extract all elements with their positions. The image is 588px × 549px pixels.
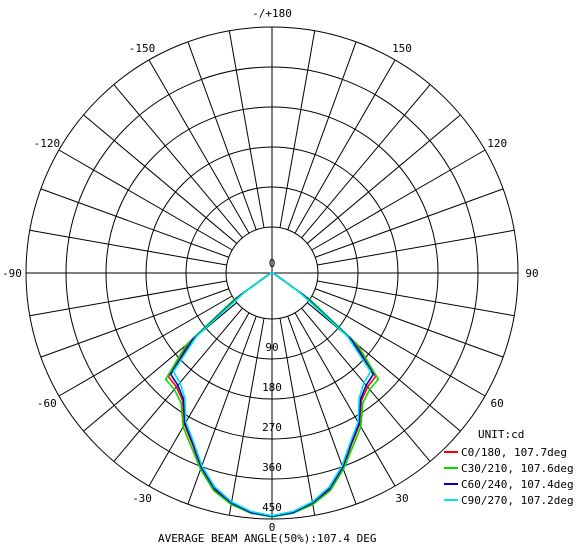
grid-spoke (187, 316, 257, 505)
radial-tick-label: 450 (262, 501, 282, 514)
angle-labels: -/+180 150 -150 120 -120 90 -90 60 -60 30 -30 0 (2, 7, 539, 534)
legend-label-c0: C0/180, 107.7deg (461, 446, 567, 459)
angle-label: -60 (37, 397, 57, 410)
grid-spoke (311, 295, 486, 397)
grid-spoke (40, 288, 229, 358)
grid-spoke (311, 149, 486, 251)
grid-spoke (306, 302, 461, 432)
radial-tick-label: 270 (262, 421, 282, 434)
legend-label-c30: C30/210, 107.6deg (461, 462, 574, 475)
grid-spoke (148, 312, 250, 487)
angle-label: 0 (269, 521, 276, 534)
legend: UNIT:cd C0/180, 107.7deg C30/210, 107.6d… (444, 428, 574, 507)
angle-label: -120 (34, 137, 61, 150)
grid-spoke (187, 41, 257, 230)
grid-spoke (148, 59, 250, 234)
grid-spoke (317, 229, 515, 266)
series-line (172, 272, 372, 517)
radial-tick-label: 360 (262, 461, 282, 474)
grid-spoke (317, 280, 515, 317)
unit-label: UNIT:cd (478, 428, 524, 441)
grid-spoke (83, 114, 238, 244)
grid-spoke (301, 84, 431, 239)
legend-label-c90: C90/270, 107.2deg (461, 494, 574, 507)
grid-spoke (40, 188, 229, 258)
angle-label: -30 (132, 492, 152, 505)
angle-label: 120 (487, 137, 507, 150)
grid-spoke (279, 318, 316, 516)
grid-spoke (287, 41, 357, 230)
grid-spoke (287, 316, 357, 505)
legend-label-c60: C60/240, 107.4deg (461, 478, 574, 491)
radial-tick-label: 0 (269, 257, 276, 270)
grid-spoke (83, 302, 238, 432)
grid-spoke (58, 149, 233, 251)
grid-spoke (58, 295, 233, 397)
polar-grid (25, 26, 519, 520)
grid-spoke (294, 59, 396, 234)
angle-label: 30 (395, 492, 408, 505)
grid-spoke (294, 312, 396, 487)
angle-label: 60 (491, 397, 504, 410)
grid-spoke (228, 318, 265, 516)
angle-label: -150 (129, 42, 156, 55)
average-beam-angle: AVERAGE BEAM ANGLE(50%):107.4 DEG (158, 532, 377, 545)
grid-spoke (279, 30, 316, 228)
grid-spoke (29, 280, 227, 317)
angle-label: 150 (392, 42, 412, 55)
radial-tick-label: 90 (265, 341, 278, 354)
angle-label: 90 (525, 267, 538, 280)
grid-spoke (306, 114, 461, 244)
grid-spoke (113, 84, 243, 239)
series-curves (164, 272, 380, 518)
radial-tick-label: 180 (262, 381, 282, 394)
grid-spoke (29, 229, 227, 266)
grid-spoke (315, 188, 504, 258)
angle-label: -/+180 (252, 7, 292, 20)
grid-spoke (228, 30, 265, 228)
radial-tick-labels: 0 90 180 270 360 450 (262, 257, 282, 514)
angle-label: -90 (2, 267, 22, 280)
grid-spoke (315, 288, 504, 358)
